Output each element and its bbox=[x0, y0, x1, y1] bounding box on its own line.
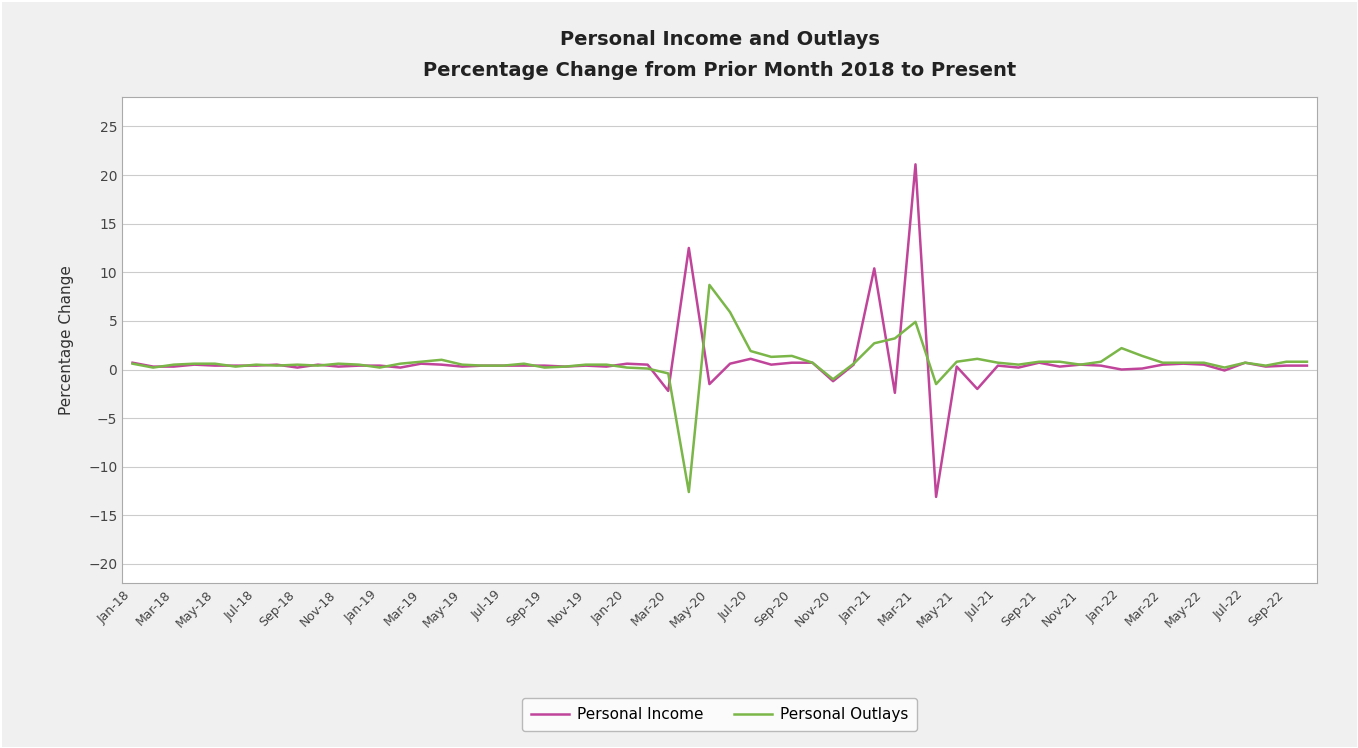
Personal Outlays bbox=[1258, 361, 1274, 370]
Personal Income bbox=[948, 362, 964, 371]
Personal Outlays bbox=[392, 359, 409, 368]
Personal Outlays bbox=[125, 359, 141, 368]
Personal Income bbox=[1031, 358, 1047, 367]
Personal Outlays bbox=[1031, 358, 1047, 367]
Y-axis label: Percentage Change: Percentage Change bbox=[60, 266, 75, 415]
Personal Outlays bbox=[413, 358, 429, 367]
Line: Personal Income: Personal Income bbox=[133, 165, 1306, 497]
Legend: Personal Income, Personal Outlays: Personal Income, Personal Outlays bbox=[521, 698, 918, 732]
Line: Personal Outlays: Personal Outlays bbox=[133, 285, 1306, 492]
Personal Outlays bbox=[1154, 358, 1171, 367]
Personal Income bbox=[907, 160, 923, 169]
Personal Outlays bbox=[1298, 358, 1315, 367]
Personal Outlays bbox=[680, 488, 697, 497]
Personal Outlays bbox=[948, 358, 964, 367]
Personal Income bbox=[413, 359, 429, 368]
Personal Income bbox=[928, 492, 944, 501]
Personal Income bbox=[1154, 361, 1171, 370]
Personal Income bbox=[1258, 362, 1274, 371]
Personal Outlays bbox=[701, 280, 717, 289]
Personal Income bbox=[125, 358, 141, 367]
Personal Income bbox=[1298, 361, 1315, 370]
Title: Personal Income and Outlays
Percentage Change from Prior Month 2018 to Present: Personal Income and Outlays Percentage C… bbox=[424, 31, 1016, 80]
Personal Income bbox=[392, 363, 409, 372]
